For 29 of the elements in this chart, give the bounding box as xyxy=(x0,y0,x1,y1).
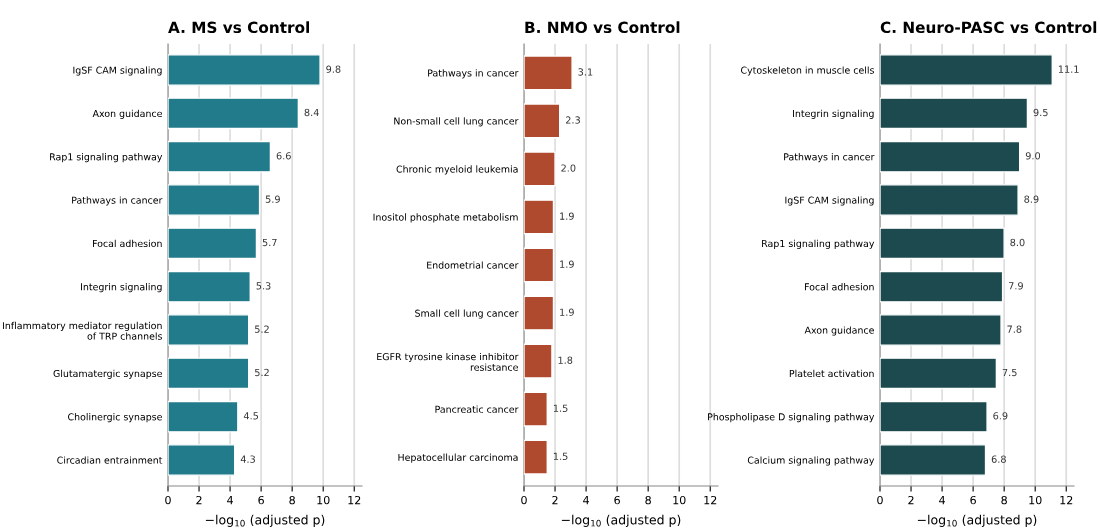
bar xyxy=(524,439,548,475)
bar xyxy=(524,151,556,187)
bar xyxy=(168,400,239,433)
bar xyxy=(880,97,1029,130)
bar xyxy=(168,97,300,130)
bar xyxy=(168,444,236,476)
bar xyxy=(524,103,561,139)
bar xyxy=(880,400,988,433)
bar xyxy=(524,295,555,331)
bar xyxy=(524,55,573,91)
bar xyxy=(168,357,250,390)
bar xyxy=(880,444,987,476)
bar xyxy=(880,227,1005,260)
bar xyxy=(880,140,1021,173)
bar xyxy=(880,184,1019,216)
bar xyxy=(168,314,250,346)
bar xyxy=(880,54,1053,86)
bar xyxy=(168,270,251,303)
bar xyxy=(880,357,998,390)
bar xyxy=(524,391,548,427)
bar xyxy=(168,227,258,260)
bar xyxy=(168,184,261,216)
bar xyxy=(524,199,555,235)
bar xyxy=(524,247,555,283)
bar xyxy=(168,140,272,173)
bar xyxy=(880,314,1002,346)
bar xyxy=(524,343,553,379)
bar xyxy=(880,270,1004,303)
bar xyxy=(168,54,321,86)
